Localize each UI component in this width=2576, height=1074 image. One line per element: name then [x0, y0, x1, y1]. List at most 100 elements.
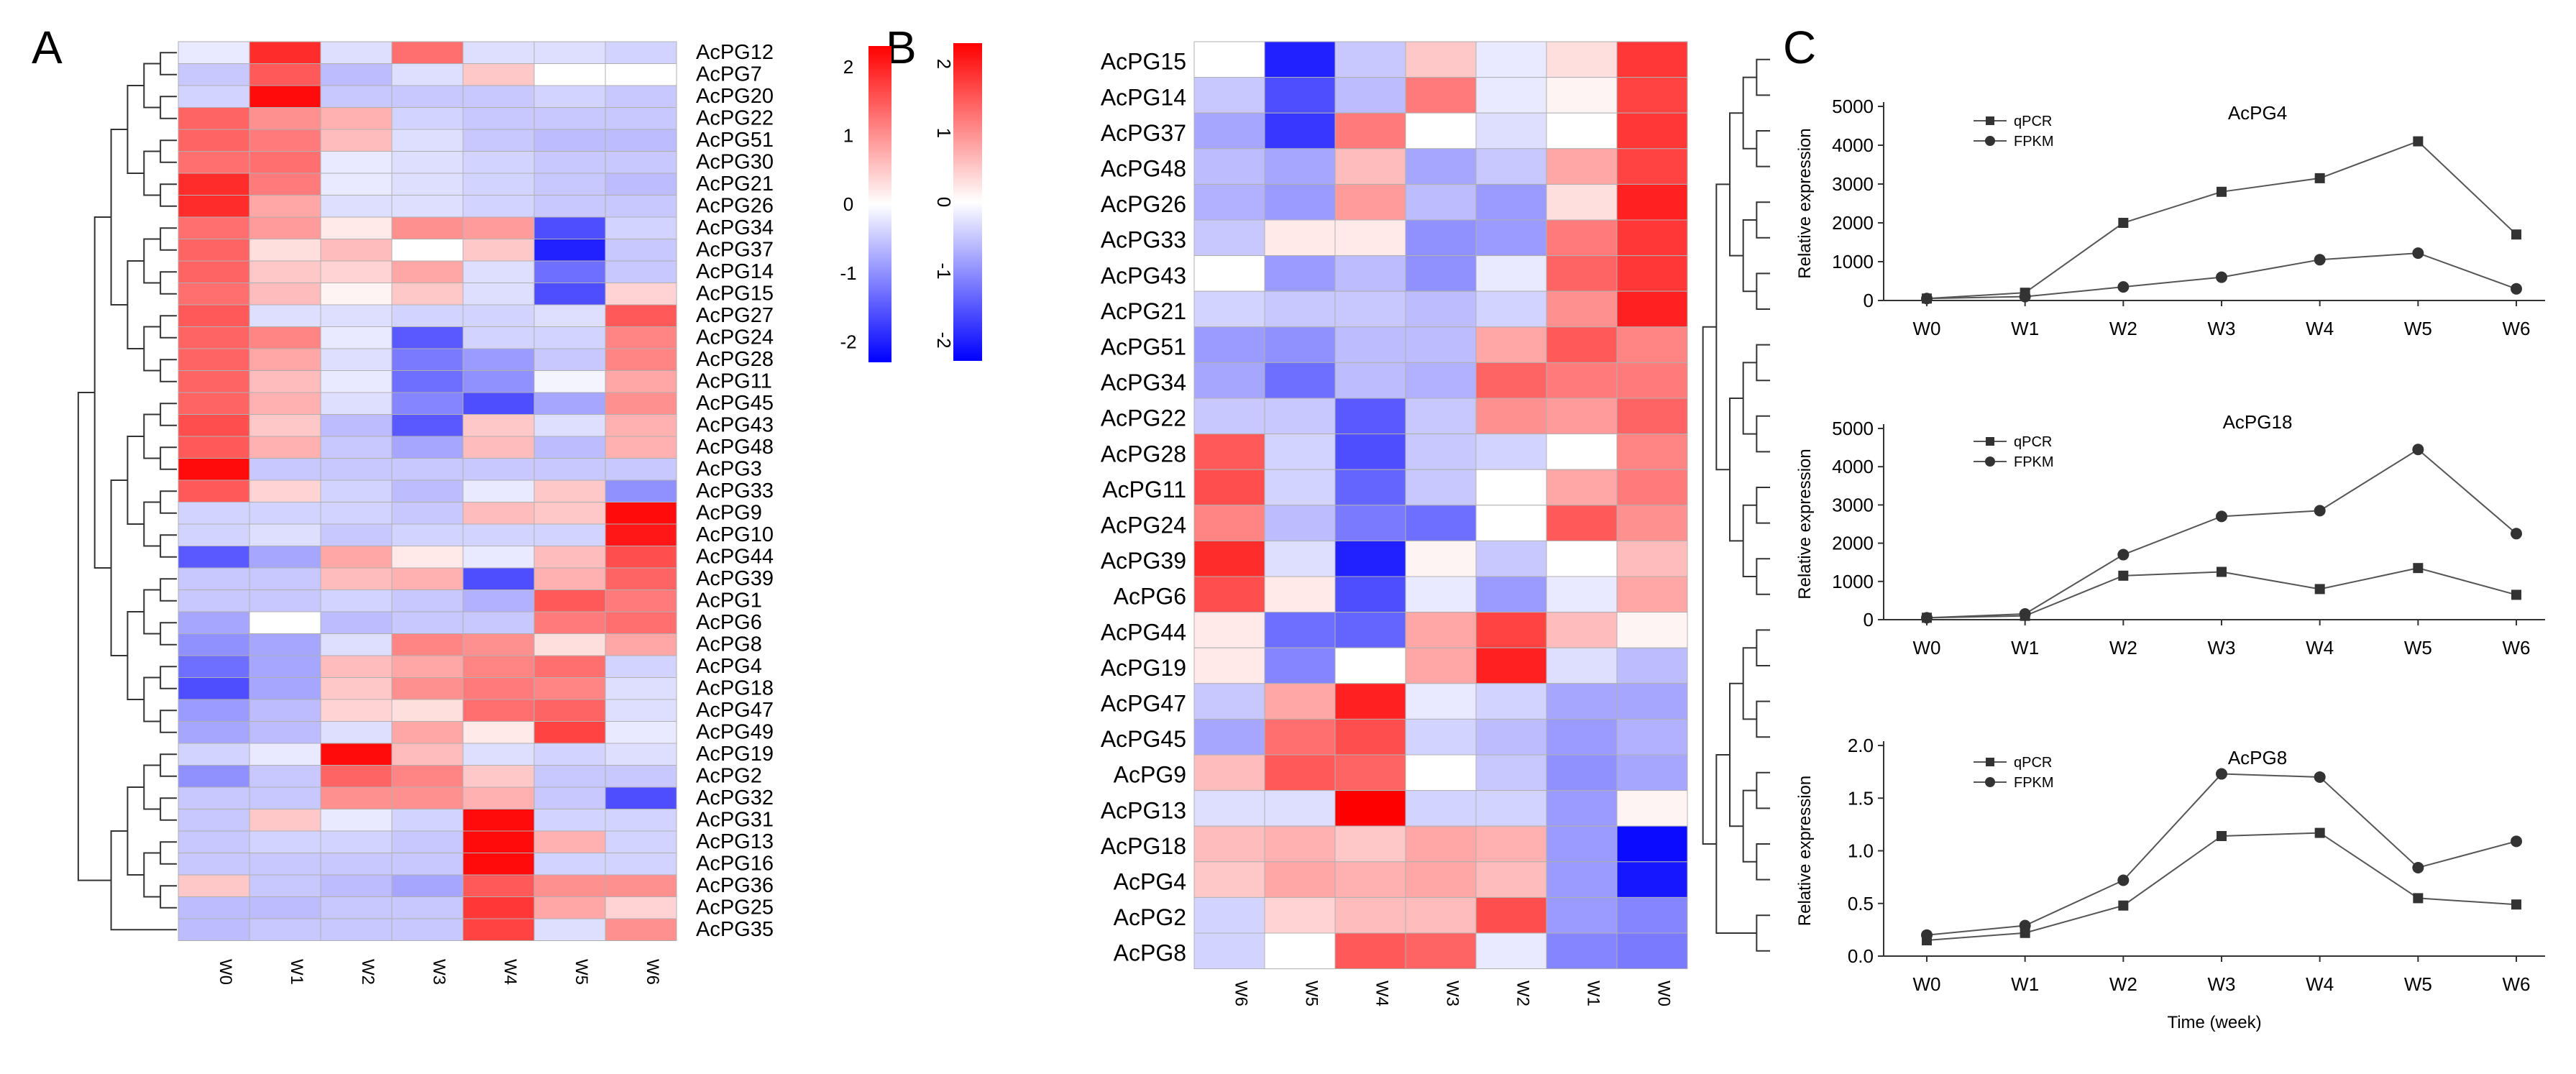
row-label: AcPG21	[1101, 298, 1186, 324]
data-point-qpcr	[2118, 218, 2129, 228]
heatmap-cell	[462, 479, 535, 502]
heatmap-cell	[391, 107, 464, 130]
dendrogram-branch	[160, 710, 177, 733]
column-label: W3	[1442, 981, 1462, 1006]
row-label: AcPG39	[696, 567, 774, 590]
heatmap-cell	[1405, 754, 1477, 791]
heatmap-cell	[533, 721, 606, 744]
heatmap-cell	[178, 151, 250, 174]
y-tick-label: 4000	[1832, 456, 1874, 477]
color-scale-tick: -1	[933, 263, 955, 280]
heatmap-cell	[1475, 754, 1547, 791]
heatmap-cell	[249, 41, 321, 64]
dendrogram-branch	[1742, 76, 1757, 150]
heatmap-cell	[1334, 790, 1406, 827]
dendrogram-branch	[143, 501, 161, 547]
row-label: AcPG8	[696, 633, 762, 656]
y-tick-label: 0	[1864, 290, 1874, 311]
heatmap-cell	[249, 63, 321, 86]
heatmap-cell	[462, 107, 535, 130]
heatmap-cell	[320, 809, 393, 832]
heatmap-cell	[1475, 398, 1547, 435]
column-label: W0	[216, 959, 235, 985]
heatmap-cell	[320, 260, 393, 283]
dendrogram-branch	[127, 85, 145, 174]
heatmap-cell	[1334, 754, 1406, 791]
heatmap-cell	[1193, 505, 1265, 541]
heatmap-cell	[1405, 861, 1477, 898]
dendrogram-branch	[143, 238, 161, 284]
dendrogram-branch	[127, 786, 145, 876]
x-tick-label: W0	[1913, 973, 1941, 995]
heatmap-cell	[391, 458, 464, 481]
heatmap-cell	[249, 918, 321, 941]
heatmap-cell	[391, 677, 464, 700]
heatmap-cell	[391, 370, 464, 393]
y-axis-label: Relative expression	[1795, 449, 1815, 599]
column-label: W4	[500, 959, 520, 985]
heatmap-cell	[1334, 362, 1406, 399]
heatmap-cell	[533, 436, 606, 459]
heatmap-cell	[1475, 219, 1547, 257]
heatmap-cell	[391, 809, 464, 832]
row-label: AcPG37	[696, 238, 774, 261]
heatmap-cell	[1546, 148, 1618, 185]
row-label: AcPG14	[696, 260, 774, 283]
heatmap-cell	[1264, 683, 1336, 720]
heatmap-cell	[1334, 183, 1406, 221]
heatmap-cell	[1264, 932, 1336, 970]
heatmap-cell	[533, 41, 606, 64]
color-scale-bar	[868, 46, 891, 362]
heatmap-cell	[1616, 505, 1688, 541]
heatmap-cell	[1616, 148, 1688, 185]
heatmap-cell	[1546, 469, 1618, 506]
row-label: AcPG43	[1101, 262, 1186, 288]
heatmap-cell	[391, 41, 464, 64]
heatmap-cell	[462, 809, 535, 832]
dendrogram-branch	[160, 490, 177, 514]
heatmap-cell	[605, 216, 677, 239]
heatmap-cell	[462, 567, 535, 590]
heatmap-cell	[605, 918, 677, 941]
x-tick-label: W4	[2306, 973, 2334, 995]
heatmap-cell	[1616, 825, 1688, 863]
color-scale-tick: 0	[933, 197, 955, 207]
heatmap-cell	[605, 523, 677, 546]
dendrogram-branch	[1742, 647, 1757, 720]
heatmap-cell	[1334, 255, 1406, 292]
row-label: AcPG43	[696, 413, 774, 436]
dendrogram-branch	[77, 392, 111, 881]
heatmap-cell	[249, 216, 321, 239]
heatmap-cell	[1193, 540, 1265, 577]
y-tick-label: 4000	[1832, 134, 1874, 156]
heatmap-cell	[249, 107, 321, 130]
heatmap-cell	[1475, 932, 1547, 970]
heatmap-cell	[178, 853, 250, 876]
heatmap-cell	[1546, 219, 1618, 257]
heatmap-cell	[1405, 362, 1477, 399]
heatmap-cell	[249, 239, 321, 262]
heatmap-cell	[1616, 255, 1688, 292]
heatmap-cell	[462, 677, 535, 700]
row-label: AcPG25	[696, 896, 774, 919]
heatmap-cell	[1405, 183, 1477, 221]
data-point-qpcr	[2314, 584, 2325, 595]
dendrogram-branch	[143, 764, 161, 810]
heatmap-cell	[1193, 290, 1265, 328]
heatmap-cell	[1616, 790, 1688, 827]
heatmap-cell	[320, 479, 393, 502]
x-tick-label: W3	[2208, 973, 2236, 995]
heatmap-cell	[178, 786, 250, 809]
heatmap-cell	[1334, 505, 1406, 541]
row-label: AcPG4	[1114, 868, 1186, 894]
heatmap-cell	[1616, 362, 1688, 399]
data-point-qpcr	[2314, 173, 2325, 183]
heatmap-cell	[249, 458, 321, 481]
heatmap-cell	[320, 523, 393, 546]
heatmap-cell	[533, 589, 606, 612]
heatmap-cell	[391, 589, 464, 612]
heatmap-cell	[1616, 683, 1688, 720]
heatmap-cell	[1334, 861, 1406, 898]
row-label: AcPG39	[1101, 548, 1186, 574]
dendrogram-branch	[160, 96, 177, 119]
